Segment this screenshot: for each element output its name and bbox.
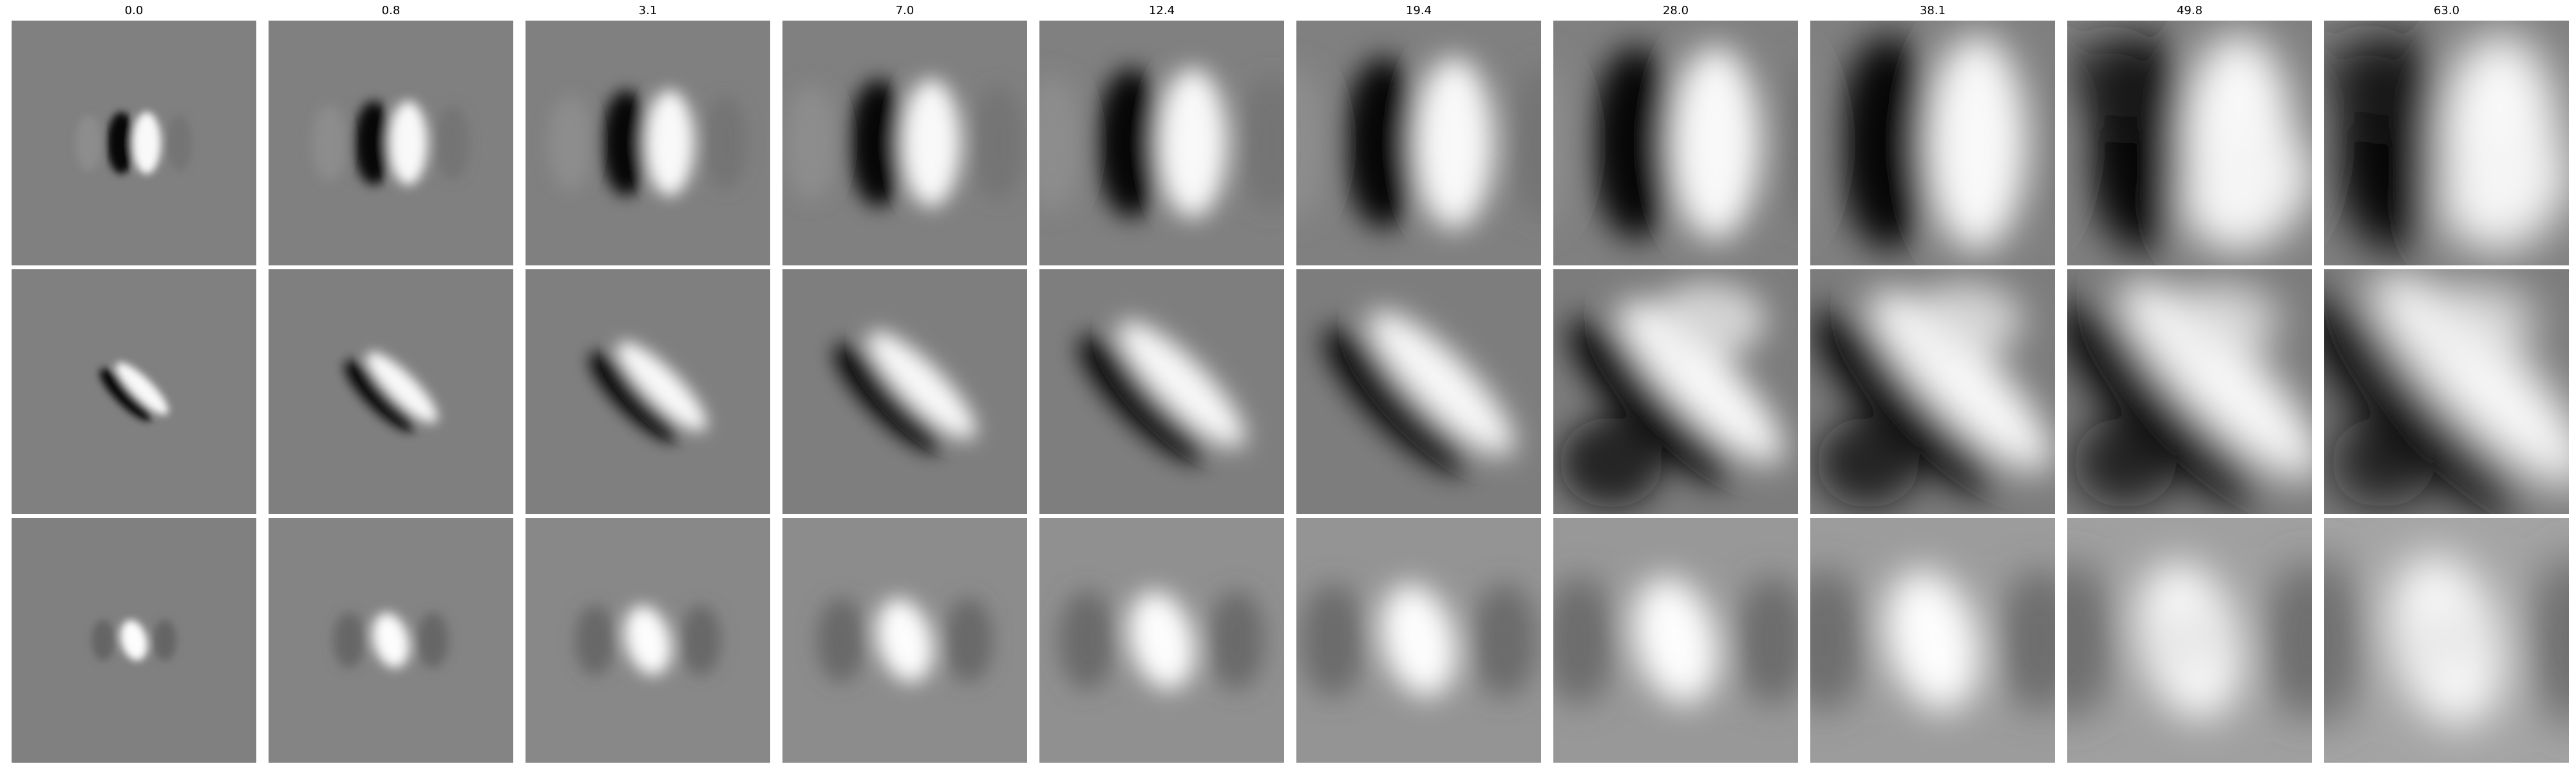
filter-panel-image xyxy=(2067,518,2312,763)
filter-panel-image xyxy=(1296,269,1541,514)
filter-panel-image xyxy=(782,21,1027,265)
filter-panel-image xyxy=(12,518,256,763)
filter-panel-image xyxy=(1810,21,2055,265)
filter-panel-image xyxy=(1810,269,2055,514)
filter-panel-image xyxy=(1810,518,2055,763)
filter-panel-image xyxy=(12,21,256,265)
filter-panel-image xyxy=(526,518,770,763)
column-title: 3.1 xyxy=(638,4,658,17)
filter-panel-image xyxy=(12,269,256,514)
filter-panel-image xyxy=(782,518,1027,763)
column-title: 0.8 xyxy=(381,4,401,17)
filter-panel-image xyxy=(2067,269,2312,514)
filter-panel-image xyxy=(526,269,770,514)
column-title: 12.4 xyxy=(1148,4,1175,17)
column-title: 19.4 xyxy=(1405,4,1432,17)
column-title: 63.0 xyxy=(2433,4,2460,17)
filter-panel-image xyxy=(2324,21,2569,265)
filter-panel-image xyxy=(2067,21,2312,265)
filter-panel-image xyxy=(2324,518,2569,763)
filter-panel-image xyxy=(1553,269,1798,514)
filter-panel-image xyxy=(269,21,513,265)
column-title: 28.0 xyxy=(1662,4,1689,17)
filter-panel-image xyxy=(1553,21,1798,265)
filter-panel-image xyxy=(1296,518,1541,763)
column-title: 0.0 xyxy=(124,4,144,17)
filter-panel-image xyxy=(526,21,770,265)
column-title: 7.0 xyxy=(895,4,914,17)
filter-panel-image xyxy=(1296,21,1541,265)
column-title: 49.8 xyxy=(2176,4,2203,17)
filter-panel-image xyxy=(1553,518,1798,763)
column-title: 38.1 xyxy=(1919,4,1946,17)
filter-panel-image xyxy=(269,269,513,514)
filter-panel-image xyxy=(782,269,1027,514)
filter-panel-image xyxy=(269,518,513,763)
filter-panel-image xyxy=(1039,518,1284,763)
filter-panel-image xyxy=(1039,269,1284,514)
filter-panel-image xyxy=(2324,269,2569,514)
filter-panel-image xyxy=(1039,21,1284,265)
